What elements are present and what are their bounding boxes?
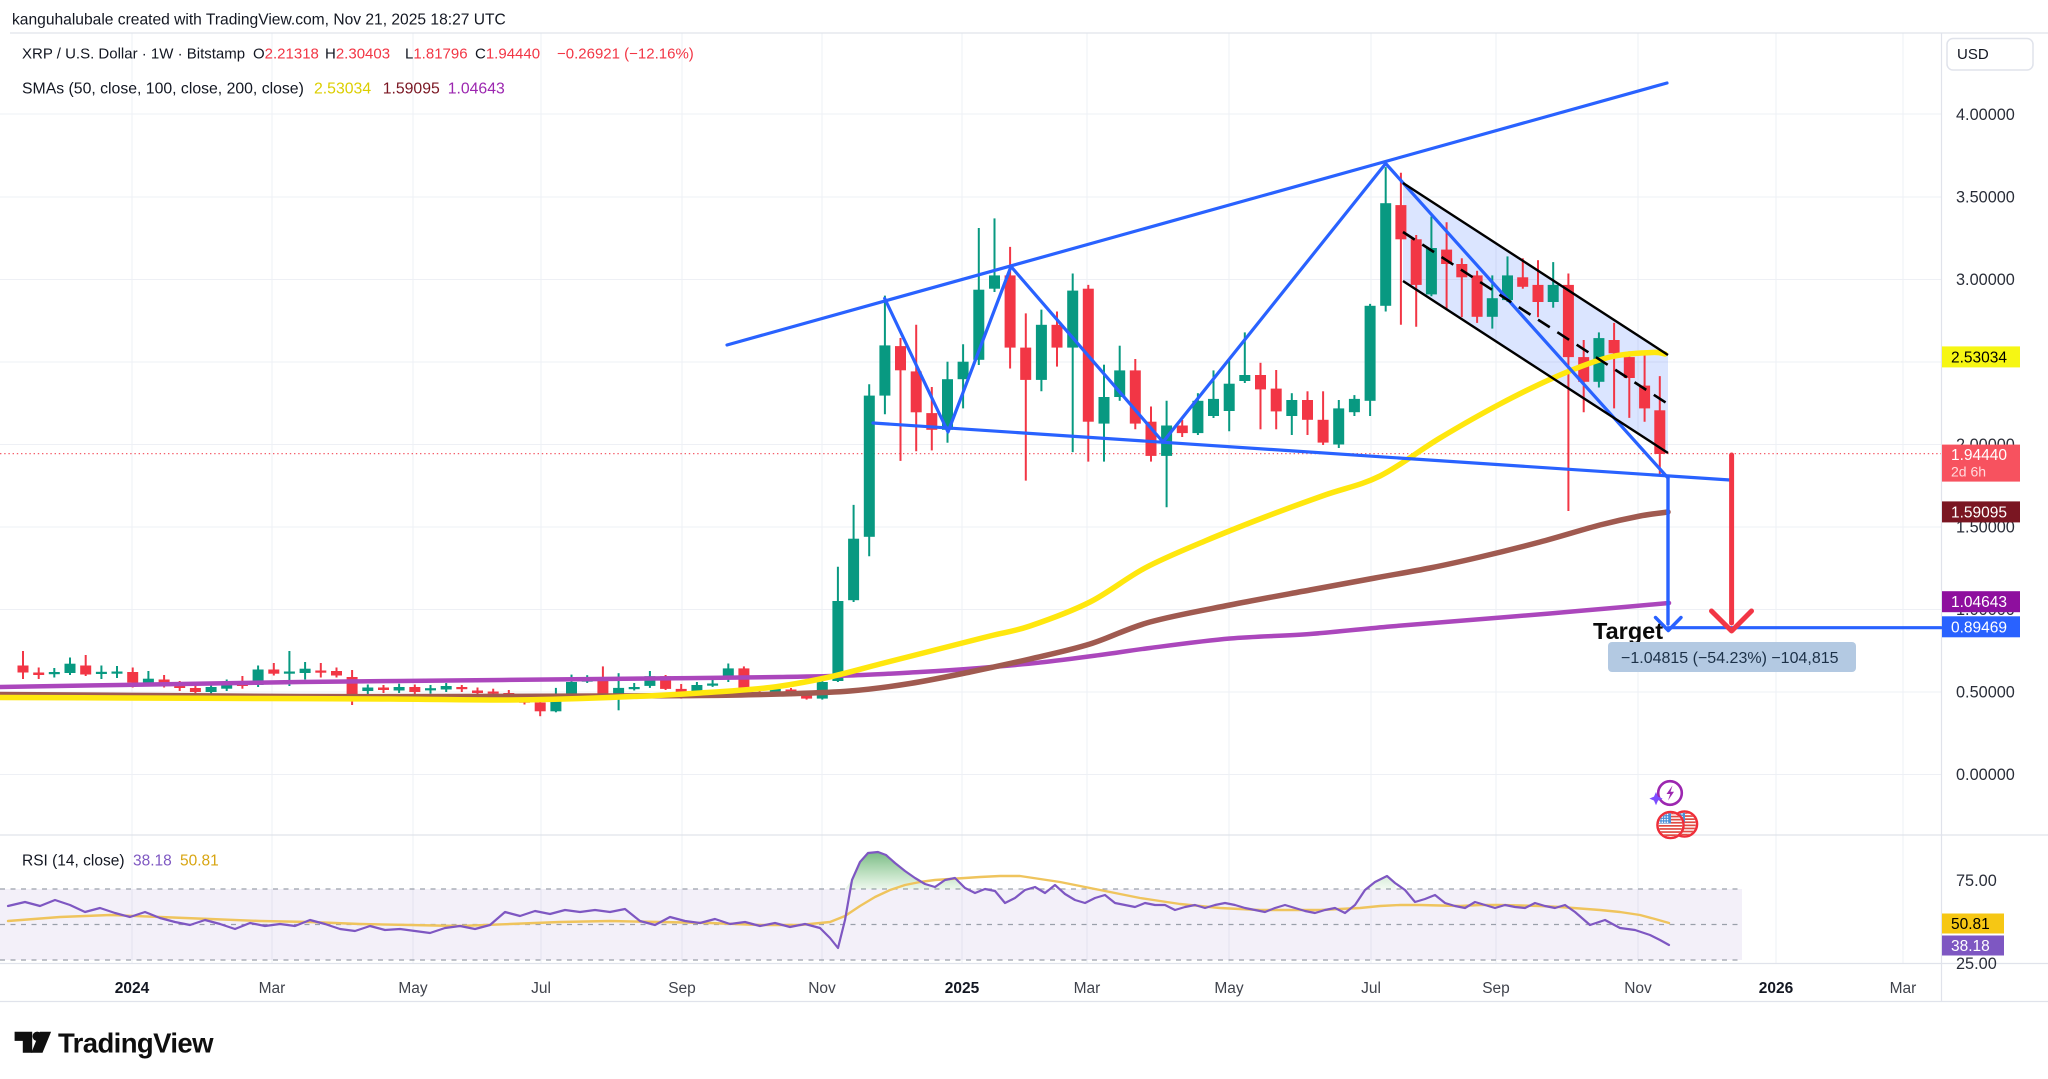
svg-text:1.94440: 1.94440 <box>1951 447 2007 464</box>
svg-text:4.00000: 4.00000 <box>1956 106 2015 124</box>
svg-text:1.50000: 1.50000 <box>1956 519 2015 537</box>
svg-text:1.59095: 1.59095 <box>1951 504 2007 521</box>
svg-text:0.00000: 0.00000 <box>1956 766 2015 784</box>
svg-text:2.53034: 2.53034 <box>1951 349 2007 366</box>
svg-text:Sep: Sep <box>668 980 696 997</box>
svg-text:50.81: 50.81 <box>1951 916 1990 933</box>
svg-text:0.50000: 0.50000 <box>1956 684 2015 702</box>
svg-text:0.89469: 0.89469 <box>1951 619 2007 636</box>
svg-text:kanguhalubale created with Tra: kanguhalubale created with TradingView.c… <box>12 12 506 29</box>
svg-text:May: May <box>1214 980 1244 997</box>
svg-text:2d 6h: 2d 6h <box>1951 464 1986 480</box>
svg-text:XRP / U.S. Dollar · 1W · Bitst: XRP / U.S. Dollar · 1W · Bitstamp O2.2131… <box>22 46 694 63</box>
svg-text:Nov: Nov <box>808 980 836 997</box>
svg-text:USD: USD <box>1957 46 1989 63</box>
svg-text:3.00000: 3.00000 <box>1956 271 2015 289</box>
svg-text:SMAs (50, close, 100, close, 2: SMAs (50, close, 100, close, 200, close)… <box>22 81 505 98</box>
svg-text:Mar: Mar <box>259 980 286 997</box>
svg-text:1.04643: 1.04643 <box>1951 594 2007 611</box>
svg-text:2024: 2024 <box>115 980 150 997</box>
svg-text:Jul: Jul <box>531 980 551 997</box>
svg-text:75.00: 75.00 <box>1956 872 1997 890</box>
svg-text:3.50000: 3.50000 <box>1956 189 2015 207</box>
svg-text:−1.04815 (−54.23%) −104,815: −1.04815 (−54.23%) −104,815 <box>1621 650 1839 667</box>
svg-text:Jul: Jul <box>1361 980 1381 997</box>
svg-text:2026: 2026 <box>1759 980 1794 997</box>
svg-text:Sep: Sep <box>1482 980 1510 997</box>
svg-text:TradingView: TradingView <box>58 1028 214 1059</box>
svg-text:Target: Target <box>1593 618 1663 644</box>
svg-text:2025: 2025 <box>945 980 980 997</box>
svg-text:Mar: Mar <box>1890 980 1917 997</box>
svg-text:38.18: 38.18 <box>1951 938 1990 955</box>
svg-text:25.00: 25.00 <box>1956 955 1997 973</box>
svg-text:Nov: Nov <box>1624 980 1652 997</box>
svg-text:May: May <box>398 980 428 997</box>
svg-text:Mar: Mar <box>1074 980 1101 997</box>
